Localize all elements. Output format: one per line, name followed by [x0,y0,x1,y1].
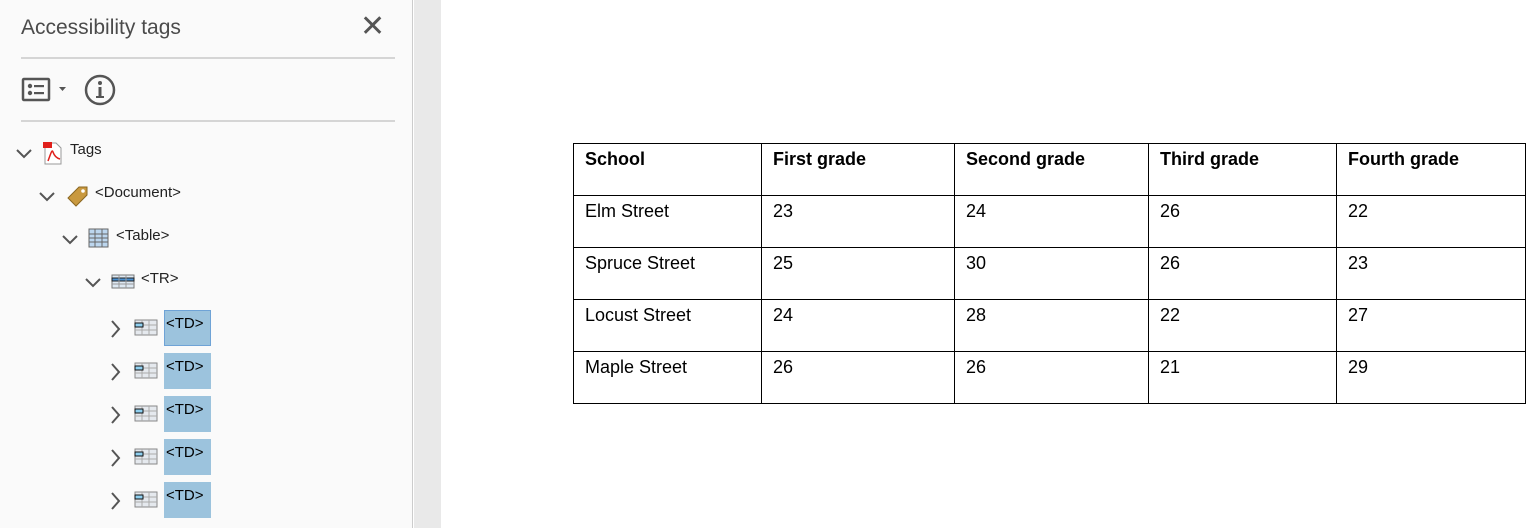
tree-item[interactable]: <TD> [108,439,211,475]
chevron-down-icon[interactable] [16,145,32,159]
table-cell-icon [134,402,158,429]
tree-item-label[interactable]: <TR> [141,270,179,287]
table-cell: 30 [954,247,1149,300]
header-cell: Fourth grade [1336,143,1526,196]
table-cell: 27 [1336,299,1526,352]
tree-item[interactable]: <TD> [108,310,211,346]
tree-item[interactable]: <TR> [85,270,179,306]
table-cell-icon [134,359,158,386]
table-cell: 22 [1336,195,1526,248]
tree-item-label[interactable]: <TD> [164,396,211,432]
options-list-icon[interactable] [21,76,67,109]
table-cell: Elm Street [573,195,762,248]
table-cell: 26 [954,351,1149,404]
chevron-right-icon[interactable] [108,314,122,338]
tree-item-label[interactable]: <Document> [95,184,181,201]
table-cell: 21 [1148,351,1337,404]
table-row: Locust Street 24 28 22 27 [573,299,1526,352]
divider [21,120,395,122]
table-row-icon [111,270,135,297]
tree-item[interactable]: <Table> [62,227,169,263]
divider [21,57,395,59]
tree-item[interactable]: <TD> [108,396,211,432]
header-cell: First grade [761,143,955,196]
panel-title: Accessibility tags [21,16,181,39]
tree-item-label[interactable]: <TD> [164,353,211,389]
table-cell: 22 [1148,299,1337,352]
table-cell: 26 [761,351,955,404]
table-cell-icon [134,488,158,515]
table-cell: 29 [1336,351,1526,404]
accessibility-tags-panel: Accessibility tags ✕ Tags <Document> <Tabl… [0,0,413,528]
tag-icon [65,184,89,213]
chevron-right-icon[interactable] [108,443,122,467]
table-cell-icon [134,445,158,472]
table-cell: 26 [1148,247,1337,300]
table-icon [88,227,110,254]
header-cell: Third grade [1148,143,1337,196]
header-cell: School [573,143,762,196]
tree-item[interactable]: <TD> [108,353,211,389]
pdf-icon [42,141,64,170]
table-cell: 28 [954,299,1149,352]
tree-item-label[interactable]: <TD> [164,310,211,346]
tree-item-label[interactable]: <Table> [116,227,170,244]
table-cell: Spruce Street [573,247,762,300]
table-header-row: School First grade Second grade Third gr… [573,143,1526,196]
table-cell: Locust Street [573,299,762,352]
chevron-down-icon[interactable] [39,188,55,202]
header-cell: Second grade [954,143,1149,196]
table-cell: 24 [954,195,1149,248]
chevron-down-icon[interactable] [85,274,101,288]
tree-item[interactable]: <TD> [108,482,211,518]
chevron-right-icon[interactable] [108,400,122,424]
table-row: Spruce Street 25 30 26 23 [573,247,1526,300]
tree-item[interactable]: <Document> [39,184,181,220]
document-table: School First grade Second grade Third gr… [573,143,1526,404]
table-cell: 26 [1148,195,1337,248]
table-cell: 23 [1336,247,1526,300]
panel-splitter[interactable] [414,0,441,528]
chevron-right-icon[interactable] [108,486,122,510]
tree-item-label[interactable]: <TD> [164,439,211,475]
chevron-right-icon[interactable] [108,357,122,381]
table-cell-icon [134,316,158,343]
close-icon[interactable]: ✕ [360,10,386,43]
table-row: Maple Street 26 26 21 29 [573,351,1526,404]
chevron-down-icon[interactable] [62,231,78,245]
table-cell: Maple Street [573,351,762,404]
info-icon[interactable] [84,74,116,111]
tree-item[interactable]: Tags [16,141,102,177]
table-cell: 23 [761,195,955,248]
tree-item-label[interactable]: Tags [70,141,102,158]
tree-item-label[interactable]: <TD> [164,482,211,518]
table-cell: 25 [761,247,955,300]
table-cell: 24 [761,299,955,352]
table-row: Elm Street 23 24 26 22 [573,195,1526,248]
